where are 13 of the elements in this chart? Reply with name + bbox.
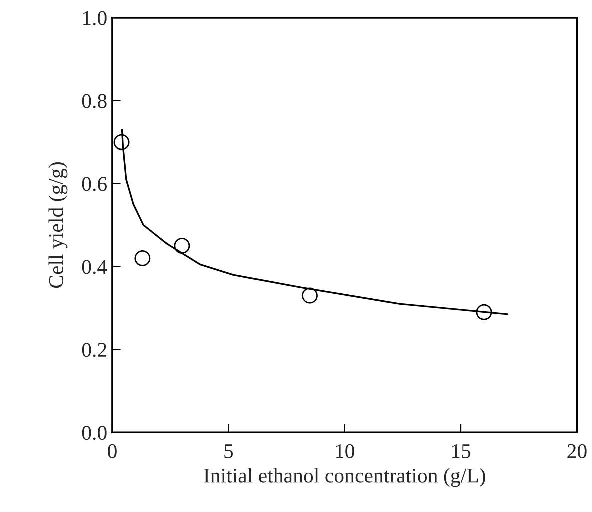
- x-tick-label: 5: [224, 444, 234, 458]
- x-tick-label: 0: [108, 444, 117, 458]
- y-axis-title: Cell yield (g/g): [48, 162, 68, 288]
- x-tick-label: 10: [336, 444, 354, 458]
- y-tick-label: 1.0: [83, 11, 107, 26]
- x-tick-label: 20: [568, 444, 587, 458]
- y-tick-label: 0.6: [82, 177, 107, 192]
- x-tick-label: 15: [452, 444, 471, 458]
- y-tick-label: 0.8: [82, 94, 107, 108]
- y-tick-label: 0.0: [82, 426, 107, 440]
- x-axis-title: Initial ethanol concentration (g/L): [204, 468, 486, 488]
- y-tick-label: 0.4: [82, 260, 108, 274]
- y-tick-label: 0.2: [82, 343, 106, 358]
